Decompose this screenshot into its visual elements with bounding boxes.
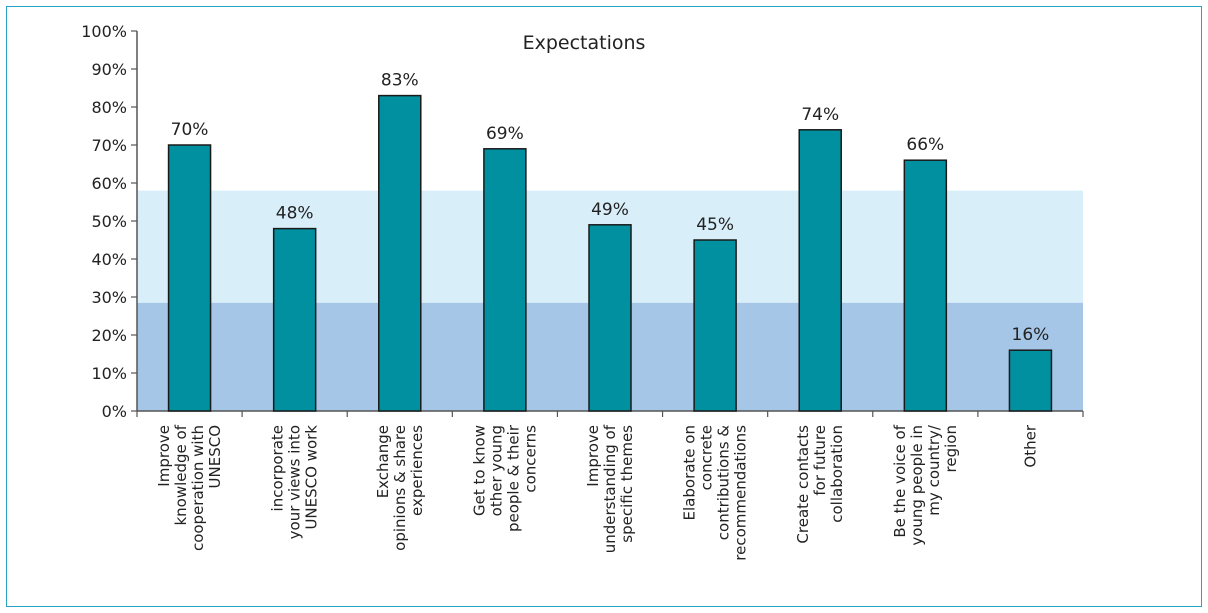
data-label: 70% xyxy=(171,120,209,140)
bar-chart: 0% 10% 20% 30% 40% 50% 60% 70% 80% 90% 100% 70% 48%… xyxy=(81,22,1084,561)
bar xyxy=(1008,349,1053,412)
category-label-line: opinions & share xyxy=(391,425,409,551)
category-label: Improveunderstanding ofspecific themes xyxy=(584,424,636,553)
category-label: Exchangeopinions & shareexperiences xyxy=(374,425,426,551)
category-label: Other xyxy=(1021,424,1039,467)
y-tick-label: 90% xyxy=(91,60,127,79)
bar xyxy=(378,94,422,412)
bar xyxy=(483,148,527,412)
category-label-line: people & their xyxy=(504,424,522,532)
category-label-line: incorporate xyxy=(269,425,287,511)
data-label: 16% xyxy=(1012,325,1050,345)
bar xyxy=(903,159,948,412)
category-label: Create contactsfor futurecollaboration xyxy=(794,425,846,544)
y-tick-label: 40% xyxy=(91,250,127,269)
category-label-line: collaboration xyxy=(828,425,846,523)
data-labels: 70% 48% 83% 69% 49% 45% 74% 66% 16% xyxy=(171,71,1050,346)
category-label: Be the voice ofyoung people inmy country… xyxy=(891,424,960,546)
bar xyxy=(798,129,842,412)
chart-title: Expectations xyxy=(523,32,646,54)
category-label-line: Improve xyxy=(155,425,173,487)
y-tick-label: 80% xyxy=(91,98,127,117)
category-label-line: UNESCO work xyxy=(303,425,321,530)
category-label-line: region xyxy=(942,425,960,472)
y-tick-label: 60% xyxy=(91,174,127,193)
data-label: 45% xyxy=(696,215,734,235)
y-tick-label: 20% xyxy=(91,326,127,345)
bar-series xyxy=(167,94,1053,412)
bar xyxy=(272,227,317,412)
y-tick-label: 10% xyxy=(91,364,127,383)
bar xyxy=(167,144,212,412)
category-label-line: Improve xyxy=(584,425,602,487)
category-label: Elaborate onconcretecontributions &recom… xyxy=(681,425,750,561)
data-label: 69% xyxy=(486,124,524,144)
category-labels: Improveknowledge ofcooperation withUNESC… xyxy=(155,424,1039,561)
category-label: incorporateyour views intoUNESCO work xyxy=(269,425,321,540)
category-label-line: other young xyxy=(487,425,505,516)
category-label-line: specific themes xyxy=(618,425,636,543)
category-label-line: cooperation with xyxy=(189,425,207,551)
x-axis xyxy=(136,410,1084,417)
category-label: Improveknowledge ofcooperation withUNESC… xyxy=(155,424,224,551)
y-tick-label: 70% xyxy=(91,136,127,155)
y-tick-label: 30% xyxy=(91,288,127,307)
data-label: 74% xyxy=(801,105,839,125)
y-axis: 0% 10% 20% 30% 40% 50% 60% 70% 80% 90% 100% xyxy=(81,22,138,421)
data-label: 49% xyxy=(591,200,629,220)
category-label-line: understanding of xyxy=(601,424,619,553)
chart-frame: 0% 10% 20% 30% 40% 50% 60% 70% 80% 90% 100% 70% 48%… xyxy=(6,6,1202,607)
bar xyxy=(588,224,632,412)
category-label-line: young people in xyxy=(908,425,926,546)
category-label-line: knowledge of xyxy=(172,424,190,525)
category-label-line: concerns xyxy=(521,425,539,493)
data-label: 66% xyxy=(906,135,944,155)
bar xyxy=(693,239,737,412)
category-label-line: experiences xyxy=(408,425,426,516)
category-label-line: Create contacts xyxy=(794,425,812,544)
data-label: 48% xyxy=(276,204,314,224)
y-tick-label: 100% xyxy=(81,22,127,41)
category-label-line: Be the voice of xyxy=(891,424,909,537)
y-tick-label: 50% xyxy=(91,212,127,231)
category-label-line: Get to know xyxy=(470,425,488,516)
y-tick-label: 0% xyxy=(102,402,127,421)
category-label-line: concrete xyxy=(698,425,716,490)
category-label-line: Other xyxy=(1021,424,1039,467)
category-label-line: recommendations xyxy=(732,425,750,561)
category-label: Get to knowother youngpeople & theirconc… xyxy=(470,424,539,532)
category-label-line: contributions & xyxy=(715,425,733,540)
category-label-line: your views into xyxy=(286,425,304,539)
data-label: 83% xyxy=(381,71,419,91)
category-label-line: my country/ xyxy=(925,424,943,516)
category-label-line: UNESCO xyxy=(206,425,224,488)
category-label-line: Elaborate on xyxy=(681,425,699,520)
category-label-line: for future xyxy=(811,425,829,496)
category-label-line: Exchange xyxy=(374,425,392,498)
